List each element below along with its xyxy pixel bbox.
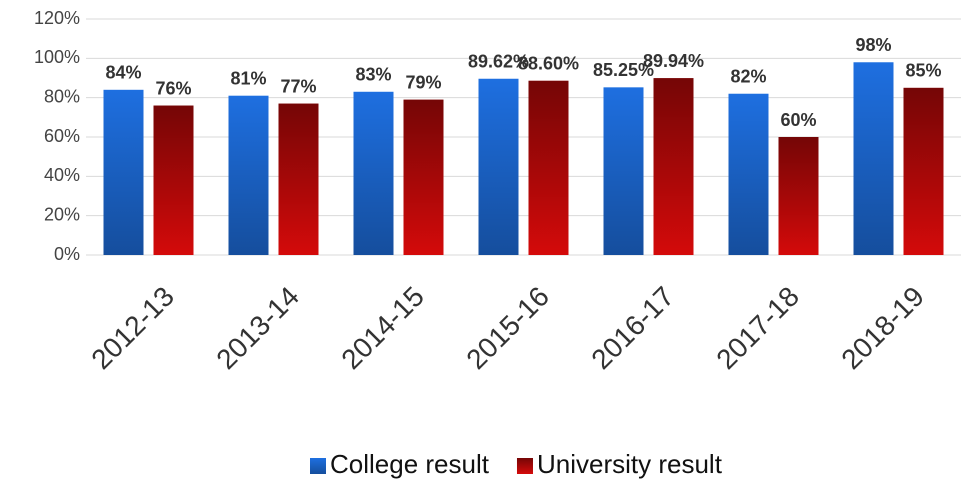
legend-label: College result <box>330 449 490 479</box>
x-tick-label: 2018-19 <box>835 281 930 376</box>
x-tick: 2018-19 <box>835 281 930 376</box>
bar <box>403 99 444 255</box>
x-tick-label: 2012-13 <box>85 281 180 376</box>
bar <box>528 80 569 256</box>
data-label: 98% <box>855 35 891 55</box>
x-tick-label: 2013-14 <box>210 281 305 376</box>
y-tick-label: 40% <box>44 165 80 185</box>
bar <box>853 62 894 256</box>
data-label: 85% <box>905 61 941 81</box>
bar <box>228 95 269 255</box>
bar <box>653 78 694 255</box>
data-label: 82% <box>730 66 766 86</box>
y-tick-label: 60% <box>44 126 80 146</box>
data-label: 84% <box>105 63 141 83</box>
data-label: 60% <box>780 110 816 130</box>
data-label: 76% <box>155 78 191 98</box>
x-tick: 2014-15 <box>335 281 430 376</box>
bar <box>603 87 644 255</box>
bar <box>353 91 394 256</box>
y-tick-label: 80% <box>44 86 80 106</box>
bar <box>478 78 519 255</box>
data-label: 89.62% <box>468 51 529 71</box>
legend-swatch-shade <box>516 458 533 474</box>
y-tick-label: 20% <box>44 204 80 224</box>
data-label: 89.94% <box>643 51 704 71</box>
x-tick: 2017-18 <box>710 281 805 376</box>
data-label: 83% <box>355 65 391 85</box>
bar <box>153 105 194 256</box>
data-label: 85.25% <box>593 60 654 80</box>
bar <box>728 93 769 255</box>
x-tick-label: 2017-18 <box>710 281 805 376</box>
x-tick-label: 2015-16 <box>460 281 555 376</box>
x-tick-label: 2016-17 <box>585 281 680 376</box>
y-tick-label: 120% <box>34 8 80 28</box>
data-label: 88.60% <box>518 54 579 74</box>
bar <box>278 103 319 255</box>
x-tick: 2015-16 <box>460 281 555 376</box>
y-tick-label: 0% <box>54 244 80 264</box>
x-tick: 2012-13 <box>85 281 180 376</box>
legend-swatch-shade <box>310 458 326 474</box>
x-tick: 2016-17 <box>585 281 680 376</box>
x-tick-label: 2014-15 <box>335 281 430 376</box>
bar <box>103 89 144 255</box>
x-tick: 2013-14 <box>210 281 305 376</box>
bar <box>778 137 819 255</box>
data-label: 77% <box>280 76 316 96</box>
bar <box>903 87 944 255</box>
legend-label: University result <box>537 449 723 479</box>
data-label: 81% <box>230 68 266 88</box>
data-label: 79% <box>405 72 441 92</box>
y-tick-label: 100% <box>34 47 80 67</box>
